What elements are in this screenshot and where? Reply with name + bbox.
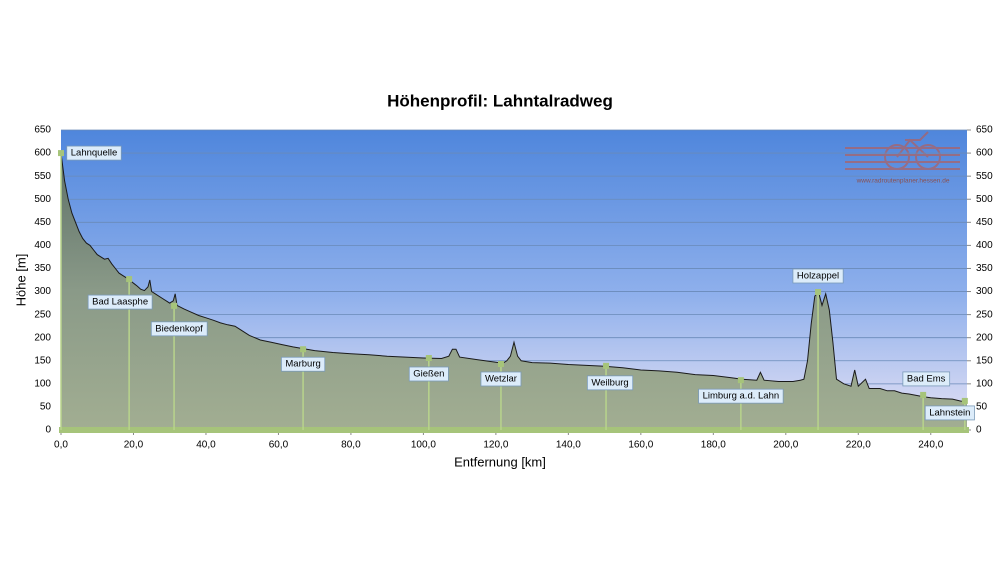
y-tick-label: 300 bbox=[34, 286, 51, 297]
waypoint-marker bbox=[497, 361, 504, 367]
annotation-label: Lahnstein bbox=[929, 407, 970, 418]
y-tick-label: 250 bbox=[34, 309, 51, 320]
y2-tick-label: 50 bbox=[976, 402, 988, 413]
waypoint-marker bbox=[737, 377, 744, 384]
annotation-box bbox=[902, 371, 951, 387]
y-tick-label: 200 bbox=[34, 332, 51, 343]
waypoint-marker bbox=[300, 346, 307, 353]
y2-tick-label: 650 bbox=[976, 125, 993, 136]
y2-tick-label: 500 bbox=[976, 194, 993, 205]
y-tick-label: 600 bbox=[34, 148, 51, 159]
y-tick-label: 100 bbox=[34, 378, 51, 389]
x-tick-label: 240,0 bbox=[918, 440, 943, 451]
x-tick-label: 160,0 bbox=[628, 440, 653, 451]
annotation-label: Bad Laasphe bbox=[92, 297, 148, 308]
y-tick-label: 550 bbox=[34, 171, 51, 182]
x-tick-label: 200,0 bbox=[773, 440, 798, 451]
y2-tick-label: 100 bbox=[976, 378, 993, 389]
annotation-label: Bad Ems bbox=[907, 373, 946, 384]
annotation-box bbox=[66, 145, 122, 161]
annotation-box bbox=[586, 375, 634, 391]
waypoint-marker bbox=[815, 289, 822, 295]
annotation-label: Weilburg bbox=[591, 377, 628, 388]
y-tick-label: 350 bbox=[34, 263, 51, 274]
annotation-box bbox=[280, 356, 326, 372]
waypoint-marker bbox=[58, 150, 64, 157]
annotation-label: Marburg bbox=[285, 359, 320, 370]
annotation: Bad Laasphe bbox=[87, 294, 153, 310]
y2-tick-label: 200 bbox=[976, 332, 993, 343]
x-tick-label: 0,0 bbox=[54, 440, 68, 451]
y-tick-label: 0 bbox=[45, 425, 51, 436]
y-tick-label: 450 bbox=[34, 217, 51, 228]
annotation-box bbox=[792, 268, 844, 284]
x-axis-title: Entfernung [km] bbox=[454, 454, 546, 469]
x-tick-label: 140,0 bbox=[556, 440, 581, 451]
annotation-label: Wetzlar bbox=[485, 374, 517, 385]
annotation: Marburg bbox=[280, 356, 326, 372]
chart-title: Höhenprofil: Lahntalradweg bbox=[387, 91, 613, 110]
annotation: Holzappel bbox=[792, 268, 844, 284]
y2-tick-label: 0 bbox=[976, 425, 982, 436]
y-axis-title: Höhe [m] bbox=[13, 254, 28, 307]
y-tick-label: 650 bbox=[34, 125, 51, 136]
y2-tick-label: 600 bbox=[976, 148, 993, 159]
logo bbox=[845, 131, 960, 170]
annotation-box bbox=[698, 388, 784, 404]
watermark: www.radroutenplaner.hessen.de bbox=[856, 178, 950, 185]
annotation: Biedenkopf bbox=[150, 321, 208, 337]
y-tick-label: 400 bbox=[34, 240, 51, 251]
waypoint-marker bbox=[425, 355, 432, 361]
waypoint-marker bbox=[171, 302, 178, 309]
waypoint-marker bbox=[603, 362, 610, 369]
y-tick-label: 500 bbox=[34, 194, 51, 205]
annotation-label: Limburg a.d. Lahn bbox=[703, 391, 780, 402]
x-tick-label: 100,0 bbox=[411, 440, 436, 451]
annotation: Weilburg bbox=[586, 375, 634, 391]
x-tick-label: 60,0 bbox=[269, 440, 289, 451]
y2-tick-label: 400 bbox=[976, 240, 993, 251]
waypoint-marker bbox=[920, 391, 927, 398]
annotation: Limburg a.d. Lahn bbox=[698, 388, 784, 404]
y2-tick-label: 450 bbox=[976, 217, 993, 228]
y-tick-label: 150 bbox=[34, 355, 51, 366]
annotation-label: Biedenkopf bbox=[155, 323, 203, 334]
y2-tick-label: 300 bbox=[976, 286, 993, 297]
annotation-label: Gießen bbox=[413, 369, 444, 380]
annotation: Lahnstein bbox=[924, 405, 975, 421]
annotation-box bbox=[150, 321, 208, 337]
annotation-box bbox=[480, 371, 522, 387]
annotation-label: Lahnquelle bbox=[71, 148, 118, 159]
x-tick-label: 20,0 bbox=[124, 440, 144, 451]
x-tick-label: 40,0 bbox=[196, 440, 216, 451]
annotation-box bbox=[924, 405, 975, 421]
baseline bbox=[59, 427, 969, 433]
x-tick-label: 120,0 bbox=[483, 440, 508, 451]
annotation-label: Holzappel bbox=[797, 271, 839, 282]
y-tick-label: 50 bbox=[40, 402, 52, 413]
x-tick-label: 180,0 bbox=[701, 440, 726, 451]
waypoint-marker bbox=[126, 276, 133, 283]
annotation: Gießen bbox=[408, 366, 449, 382]
y2-tick-label: 250 bbox=[976, 309, 993, 320]
annotation-box bbox=[408, 366, 449, 382]
annotation: Bad Ems bbox=[902, 371, 951, 387]
y2-tick-label: 550 bbox=[976, 171, 993, 182]
y2-tick-label: 350 bbox=[976, 263, 993, 274]
annotation-box bbox=[87, 294, 153, 310]
annotation: Lahnquelle bbox=[66, 145, 122, 161]
x-tick-label: 80,0 bbox=[341, 440, 361, 451]
annotation: Wetzlar bbox=[480, 371, 522, 387]
y2-tick-label: 150 bbox=[976, 355, 993, 366]
waypoint-marker bbox=[961, 397, 968, 404]
x-tick-label: 220,0 bbox=[846, 440, 871, 451]
